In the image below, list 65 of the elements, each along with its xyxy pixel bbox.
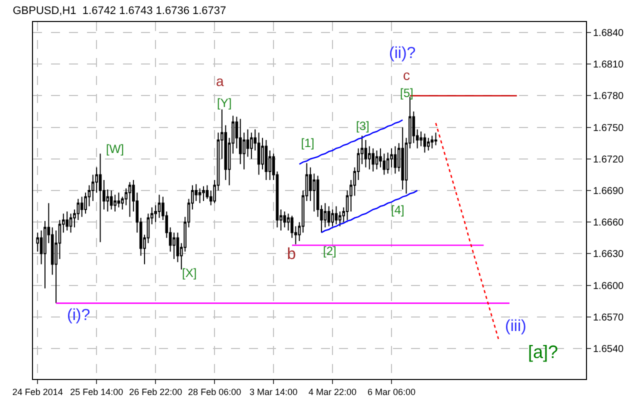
annotation: [2] (323, 244, 336, 258)
annotation: [1] (301, 136, 314, 150)
annotation: [Y] (217, 96, 232, 110)
candlestick (394, 146, 397, 174)
annotation: (iii) (505, 318, 526, 335)
candlestick (375, 150, 378, 170)
candlestick (334, 206, 338, 225)
y-tick-label: 1.6750 (593, 122, 624, 134)
candlestick (128, 182, 132, 218)
x-tick-label: 24 Feb 2014 (12, 386, 63, 397)
annotation: (i)? (67, 307, 90, 324)
annotation: b (287, 246, 296, 263)
x-tick-label: 6 Mar 06:00 (368, 386, 416, 397)
annotation: [4] (391, 203, 404, 217)
candlestick (69, 213, 72, 234)
line-series (320, 190, 418, 234)
candlestick (158, 194, 161, 218)
candlestick (426, 137, 430, 151)
candlestick (283, 211, 286, 228)
y-tick-label: 1.6660 (593, 218, 624, 229)
candlestick (264, 139, 268, 180)
candlestick (401, 126, 404, 190)
candlestick (364, 139, 368, 168)
annotation: [W] (106, 142, 124, 156)
candlestick (434, 132, 438, 146)
line-series (435, 122, 500, 340)
candlestick (423, 133, 426, 154)
y-tick-label: 1.6690 (593, 186, 624, 197)
candlestick (372, 148, 374, 172)
chart-title: GBPUSD,H1 1.6742 1.6743 1.6736 1.6737 (12, 4, 226, 17)
line-series (298, 119, 404, 165)
candlestick (66, 211, 68, 232)
annotation: [a]? (528, 342, 558, 362)
annotation: [3] (356, 119, 370, 133)
candlestick (331, 208, 334, 227)
y-tick-label: 1.6780 (593, 91, 624, 102)
candlestick (250, 132, 253, 160)
y-tick-label: 1.6810 (593, 60, 624, 71)
candlestick (257, 132, 260, 176)
x-tick-label: 28 Feb 06:00 (188, 386, 242, 397)
x-tick-label: 3 Mar 14:00 (250, 386, 298, 397)
annotation: [5] (400, 86, 414, 100)
candlestick (430, 135, 434, 149)
y-tick-label: 1.6720 (593, 154, 624, 166)
y-tick-label: 1.6540 (593, 344, 624, 355)
candlestick (198, 188, 202, 204)
candlestick (80, 196, 84, 218)
y-tick-label: 1.6570 (593, 312, 624, 324)
candlestick (202, 186, 205, 202)
annotation: [X] (182, 266, 197, 280)
y-tick-label: 1.6600 (593, 280, 624, 292)
candlestick (98, 153, 102, 243)
y-tick-label: 1.6630 (593, 249, 624, 260)
x-tick-label: 4 Mar 22:00 (308, 386, 357, 397)
annotation: c (403, 67, 410, 83)
y-tick-label: 1.6840 (593, 28, 624, 40)
annotation: (ii)? (389, 45, 416, 62)
candlestick (327, 206, 330, 227)
candlestick (110, 190, 113, 210)
annotation: a (216, 73, 224, 89)
candlestick (114, 194, 116, 212)
candlestick (117, 192, 120, 208)
x-tick-label: 26 Feb 22:00 (129, 386, 182, 397)
x-tick-label: 25 Feb 14:00 (70, 386, 124, 397)
candlestick (386, 152, 390, 174)
